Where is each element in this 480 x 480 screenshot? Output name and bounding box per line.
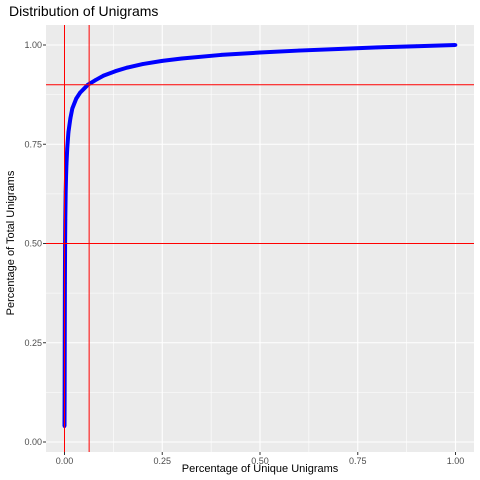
y-axis-ticks: 0.00 0.25 0.50 0.75 1.00 xyxy=(24,40,46,447)
data-point xyxy=(78,90,82,95)
data-point xyxy=(219,53,223,57)
y-axis-label: Percentage of Total Unigrams xyxy=(5,170,17,315)
data-point xyxy=(64,162,69,166)
x-axis-ticks: 0.00 0.25 0.50 0.75 1.00 xyxy=(56,452,465,466)
data-point xyxy=(82,86,86,91)
data-point xyxy=(101,73,106,78)
data-point xyxy=(64,174,68,178)
x-tick-label: 0.00 xyxy=(56,456,74,466)
x-axis-label: Percentage of Unique Unigrams xyxy=(182,463,339,475)
series-layer xyxy=(62,43,458,428)
data-point xyxy=(414,44,419,48)
data-point xyxy=(74,96,79,101)
reference-lines xyxy=(46,25,474,452)
y-tick-label: 1.00 xyxy=(24,40,42,50)
data-point xyxy=(160,59,165,63)
chart-title: Distribution of Unigrams xyxy=(9,3,158,19)
x-tick-label: 0.50 xyxy=(251,456,269,466)
data-point xyxy=(93,78,98,82)
data-point xyxy=(70,106,75,111)
data-point xyxy=(68,116,73,121)
data-point xyxy=(180,56,184,61)
y-tick-label: 0.50 xyxy=(24,239,42,249)
data-point xyxy=(66,130,71,135)
data-point xyxy=(65,146,70,151)
x-tick-label: 0.75 xyxy=(349,456,367,466)
y-tick-label: 0.00 xyxy=(24,437,42,447)
data-point xyxy=(375,45,380,50)
y-tick-label: 0.75 xyxy=(24,139,42,149)
y-tick-label: 0.25 xyxy=(24,338,42,348)
data-point xyxy=(258,50,262,55)
x-tick-label: 0.25 xyxy=(153,456,171,466)
data-point xyxy=(113,69,118,74)
data-point xyxy=(336,47,341,51)
data-point xyxy=(140,62,145,66)
data-point xyxy=(125,65,129,70)
data-point xyxy=(453,43,458,47)
x-tick-label: 1.00 xyxy=(447,456,465,466)
data-point xyxy=(297,48,301,53)
